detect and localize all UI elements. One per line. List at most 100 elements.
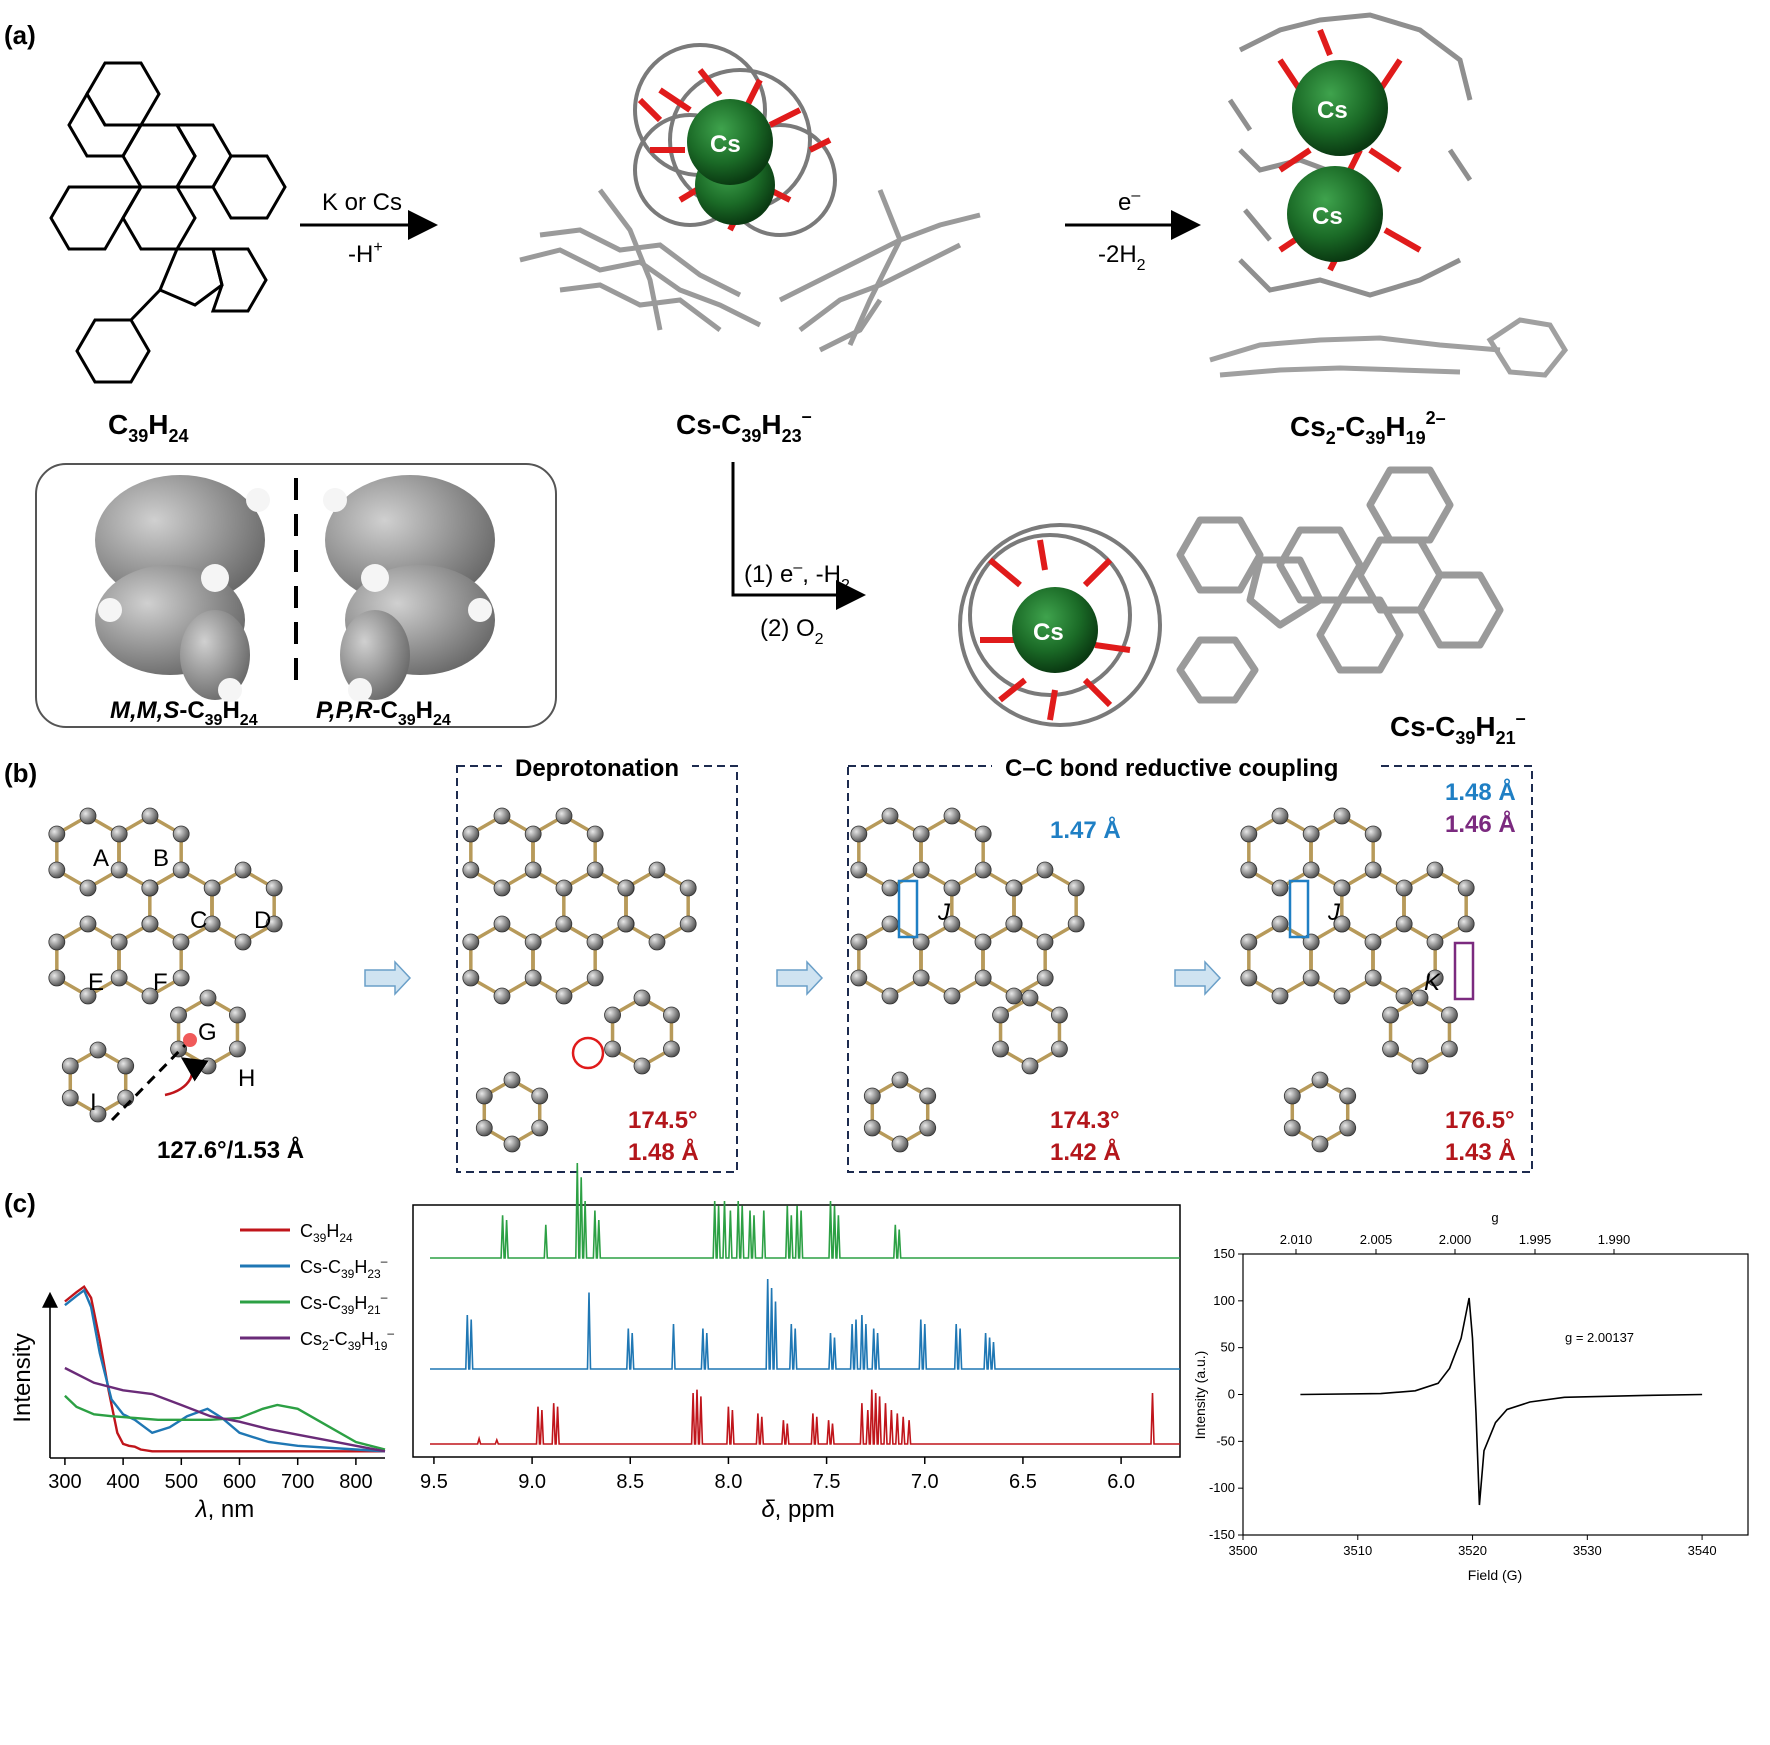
- y-tick-label: -50: [1216, 1433, 1235, 1448]
- carbon-atom: [141, 879, 159, 897]
- carbon-atom: [604, 1006, 621, 1024]
- carbon-atom: [1302, 861, 1320, 879]
- carbon-atom: [617, 915, 635, 933]
- carbon-atom: [265, 879, 283, 897]
- carbon-atom: [79, 879, 97, 897]
- carbon-atom: [633, 1057, 651, 1075]
- plot-frame: [412, 1204, 1181, 1458]
- arrow-3-step2: (2) O2: [760, 615, 824, 648]
- arrow-1-byproduct: -H+: [348, 239, 383, 268]
- carbon-atom: [881, 987, 899, 1005]
- y-tick-label: 150: [1213, 1246, 1235, 1261]
- carbon-atom: [503, 1135, 521, 1153]
- carbon-atom: [1457, 879, 1475, 897]
- carbon-atom: [912, 969, 930, 987]
- y-axis-label: Intensity (a.u.): [1192, 1351, 1208, 1440]
- carbon-atom: [1240, 825, 1258, 843]
- carbanion-highlight: [571, 1036, 605, 1070]
- cs-c39h23-crystal-structure: Cs: [519, 43, 981, 353]
- top-tick-label: 2.005: [1360, 1232, 1393, 1247]
- carbon-atom: [912, 825, 930, 843]
- carbon-atom: [79, 915, 97, 933]
- carbon-atom: [1364, 825, 1382, 843]
- carbon-atom: [586, 969, 604, 987]
- carbon-atom: [234, 861, 252, 879]
- carbon-atom: [1240, 933, 1258, 951]
- carbon-atom: [172, 825, 190, 843]
- carbon-atom: [943, 879, 961, 897]
- carbon-atom: [863, 1087, 881, 1105]
- carbon-atom: [203, 879, 221, 897]
- panel-a-label: (a): [4, 20, 36, 50]
- carbon-atom: [1271, 807, 1289, 825]
- carbon-atom: [648, 933, 666, 951]
- carbon-atom: [1339, 1119, 1357, 1137]
- carbon-atom: [1395, 987, 1413, 1005]
- cs-c39h21-formula: Cs-C39H21–: [1390, 708, 1526, 748]
- coupling1-length: 1.42 Å: [1050, 1138, 1121, 1166]
- process-arrow: [776, 960, 824, 996]
- carbon-atom: [992, 1006, 1009, 1024]
- svg-text:A: A: [93, 845, 109, 872]
- carbon-atom: [555, 807, 573, 825]
- coupling-title: C–C bond reductive coupling: [1005, 755, 1338, 782]
- nmr-chart: 9.5 9.0 8.5 8.0 7.5 7.0 6.5 6.0 δ, ppm: [412, 1162, 1181, 1523]
- carbon-atom: [617, 879, 635, 897]
- cs-atom: [1287, 166, 1383, 262]
- arrow-2-reagent: e–: [1118, 187, 1140, 216]
- legend-label: Cs-C39H23–: [300, 1254, 388, 1281]
- carbon-atom: [265, 915, 283, 933]
- carbon-atom: [79, 807, 97, 825]
- carbon-atom: [89, 1105, 107, 1123]
- cs-c39h21-crystal-structure: Cs: [958, 466, 1504, 727]
- carbon-atom: [1051, 1040, 1068, 1058]
- svg-text:E: E: [88, 969, 104, 996]
- carbon-atom: [531, 1087, 549, 1105]
- carbon-atom: [493, 915, 511, 933]
- carbon-atom: [881, 915, 899, 933]
- svg-text:Cs-C39H23–: Cs-C39H23–: [676, 406, 812, 446]
- top-tick-label: 2.010: [1280, 1232, 1313, 1247]
- carbon-atom: [524, 969, 542, 987]
- carbon-atom: [1302, 969, 1320, 987]
- series-line: [64, 1366, 386, 1453]
- series-line: [64, 1288, 386, 1453]
- coupling1-bond-length: 1.47 Å: [1050, 816, 1121, 844]
- carbon-atom: [110, 933, 128, 951]
- nmr-spectrum: [430, 1162, 1180, 1259]
- carbon-atom: [61, 1089, 79, 1107]
- carbon-atom: [48, 933, 66, 951]
- svg-text:G: G: [198, 1019, 217, 1046]
- carbon-atom: [943, 915, 961, 933]
- svg-text:Cs-C39H21–: Cs-C39H21–: [1390, 708, 1526, 748]
- coupling2-bond-blue: 1.48 Å: [1445, 778, 1516, 806]
- top-tick-label: 1.995: [1519, 1232, 1552, 1247]
- carbon-atom: [633, 989, 651, 1007]
- carbon-atom: [679, 879, 697, 897]
- carbon-atom: [172, 969, 190, 987]
- x-tick-label: 3500: [1229, 1543, 1258, 1558]
- arrow-1-reagent: K or Cs: [322, 189, 402, 216]
- x-tick-label: 3510: [1343, 1543, 1372, 1558]
- carbon-atom: [1271, 987, 1289, 1005]
- carbon-atom: [891, 1071, 909, 1089]
- x-tick-label: 6.5: [1009, 1471, 1037, 1493]
- svg-text:B: B: [153, 845, 169, 872]
- x-axis-label: Field (G): [1468, 1567, 1522, 1583]
- carbon-atom: [1426, 933, 1444, 951]
- carbon-atom: [1271, 915, 1289, 933]
- ring-labels: A B C D E F G H I: [88, 845, 271, 1116]
- bond-highlight-blue: [897, 879, 919, 939]
- carbon-atom: [1395, 879, 1413, 897]
- enantiomer-box: [35, 463, 557, 728]
- carbon-atom: [974, 825, 992, 843]
- carbon-atom: [663, 1040, 680, 1058]
- carbon-atom: [462, 969, 480, 987]
- x-tick-label: 500: [165, 1471, 198, 1493]
- x-tick-label: 8.5: [616, 1471, 644, 1493]
- y-tick-label: -100: [1209, 1480, 1235, 1495]
- carbon-atom: [850, 861, 868, 879]
- carbon-atom: [1005, 987, 1023, 1005]
- carbon-atom: [524, 861, 542, 879]
- panel-b-label: (b): [4, 758, 37, 788]
